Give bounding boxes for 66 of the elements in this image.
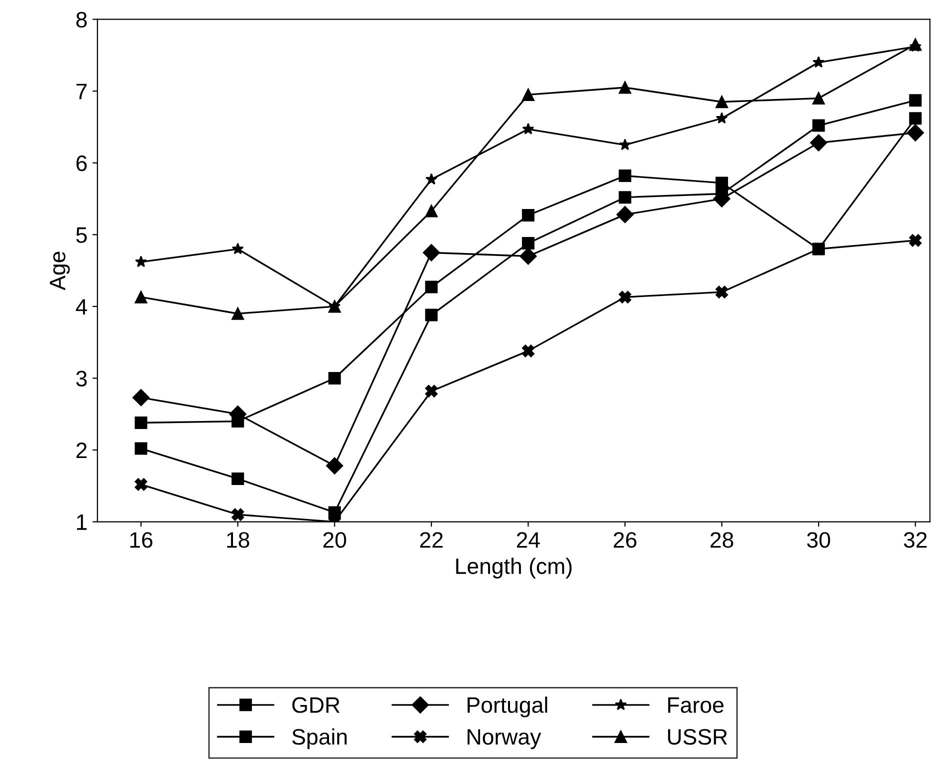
x-tick-label: 22	[420, 532, 443, 548]
y-tick-label: 1	[77, 514, 87, 530]
point	[232, 242, 244, 254]
point	[716, 286, 728, 298]
point	[909, 94, 922, 107]
point	[328, 372, 341, 384]
point	[812, 92, 825, 105]
point	[425, 280, 438, 294]
point	[132, 389, 150, 406]
legend-label: Spain	[292, 728, 347, 750]
x-tick-label: 18	[227, 532, 250, 548]
x-tick-label: 24	[516, 532, 540, 548]
point	[232, 508, 244, 521]
point	[616, 206, 634, 224]
point	[812, 56, 825, 68]
x-tick-label: 16	[130, 532, 152, 548]
point	[909, 234, 922, 247]
point	[618, 170, 632, 182]
point	[425, 308, 438, 322]
y-tick-label: 5	[76, 227, 87, 243]
point	[232, 472, 244, 485]
legend-label: USSR	[668, 729, 728, 745]
point	[135, 256, 147, 268]
point	[716, 112, 728, 124]
point	[522, 237, 534, 250]
y-axis-title: Age	[50, 252, 70, 290]
y-tick-label: 2	[76, 442, 87, 458]
point	[810, 134, 828, 152]
x-tick-label: 28	[710, 532, 734, 548]
point	[522, 88, 534, 101]
x-tick-label: 32	[904, 532, 927, 548]
point	[522, 344, 534, 358]
point	[618, 290, 632, 304]
legend-label: GDR	[292, 697, 340, 713]
point	[618, 191, 632, 204]
point	[134, 442, 148, 455]
point	[232, 307, 244, 320]
point	[909, 112, 922, 125]
point	[326, 457, 344, 474]
point	[522, 122, 534, 134]
y-tick-label: 6	[76, 155, 87, 172]
x-axis-title: Length (cm)	[456, 558, 572, 578]
point	[134, 290, 148, 304]
point	[425, 173, 438, 185]
legend-label: Norway	[468, 729, 542, 750]
point	[716, 96, 728, 108]
point	[520, 248, 537, 265]
point	[422, 244, 440, 262]
y-tick-label: 3	[76, 370, 87, 386]
legend-label: Portugal	[468, 696, 548, 718]
x-tick-label: 26	[614, 532, 636, 548]
point	[134, 416, 148, 429]
legend-label: Faroe	[668, 697, 724, 713]
x-tick-label: 30	[807, 532, 830, 548]
point	[522, 209, 534, 222]
point	[906, 124, 924, 142]
y-tick-label: 7	[76, 84, 87, 100]
point	[425, 384, 438, 398]
point	[425, 204, 438, 218]
point	[134, 478, 148, 491]
point	[618, 81, 632, 94]
point	[812, 119, 825, 132]
x-tick-label: 20	[323, 532, 346, 548]
y-tick-label: 8	[76, 12, 87, 28]
point	[619, 138, 631, 150]
y-tick-label: 4	[76, 299, 88, 314]
